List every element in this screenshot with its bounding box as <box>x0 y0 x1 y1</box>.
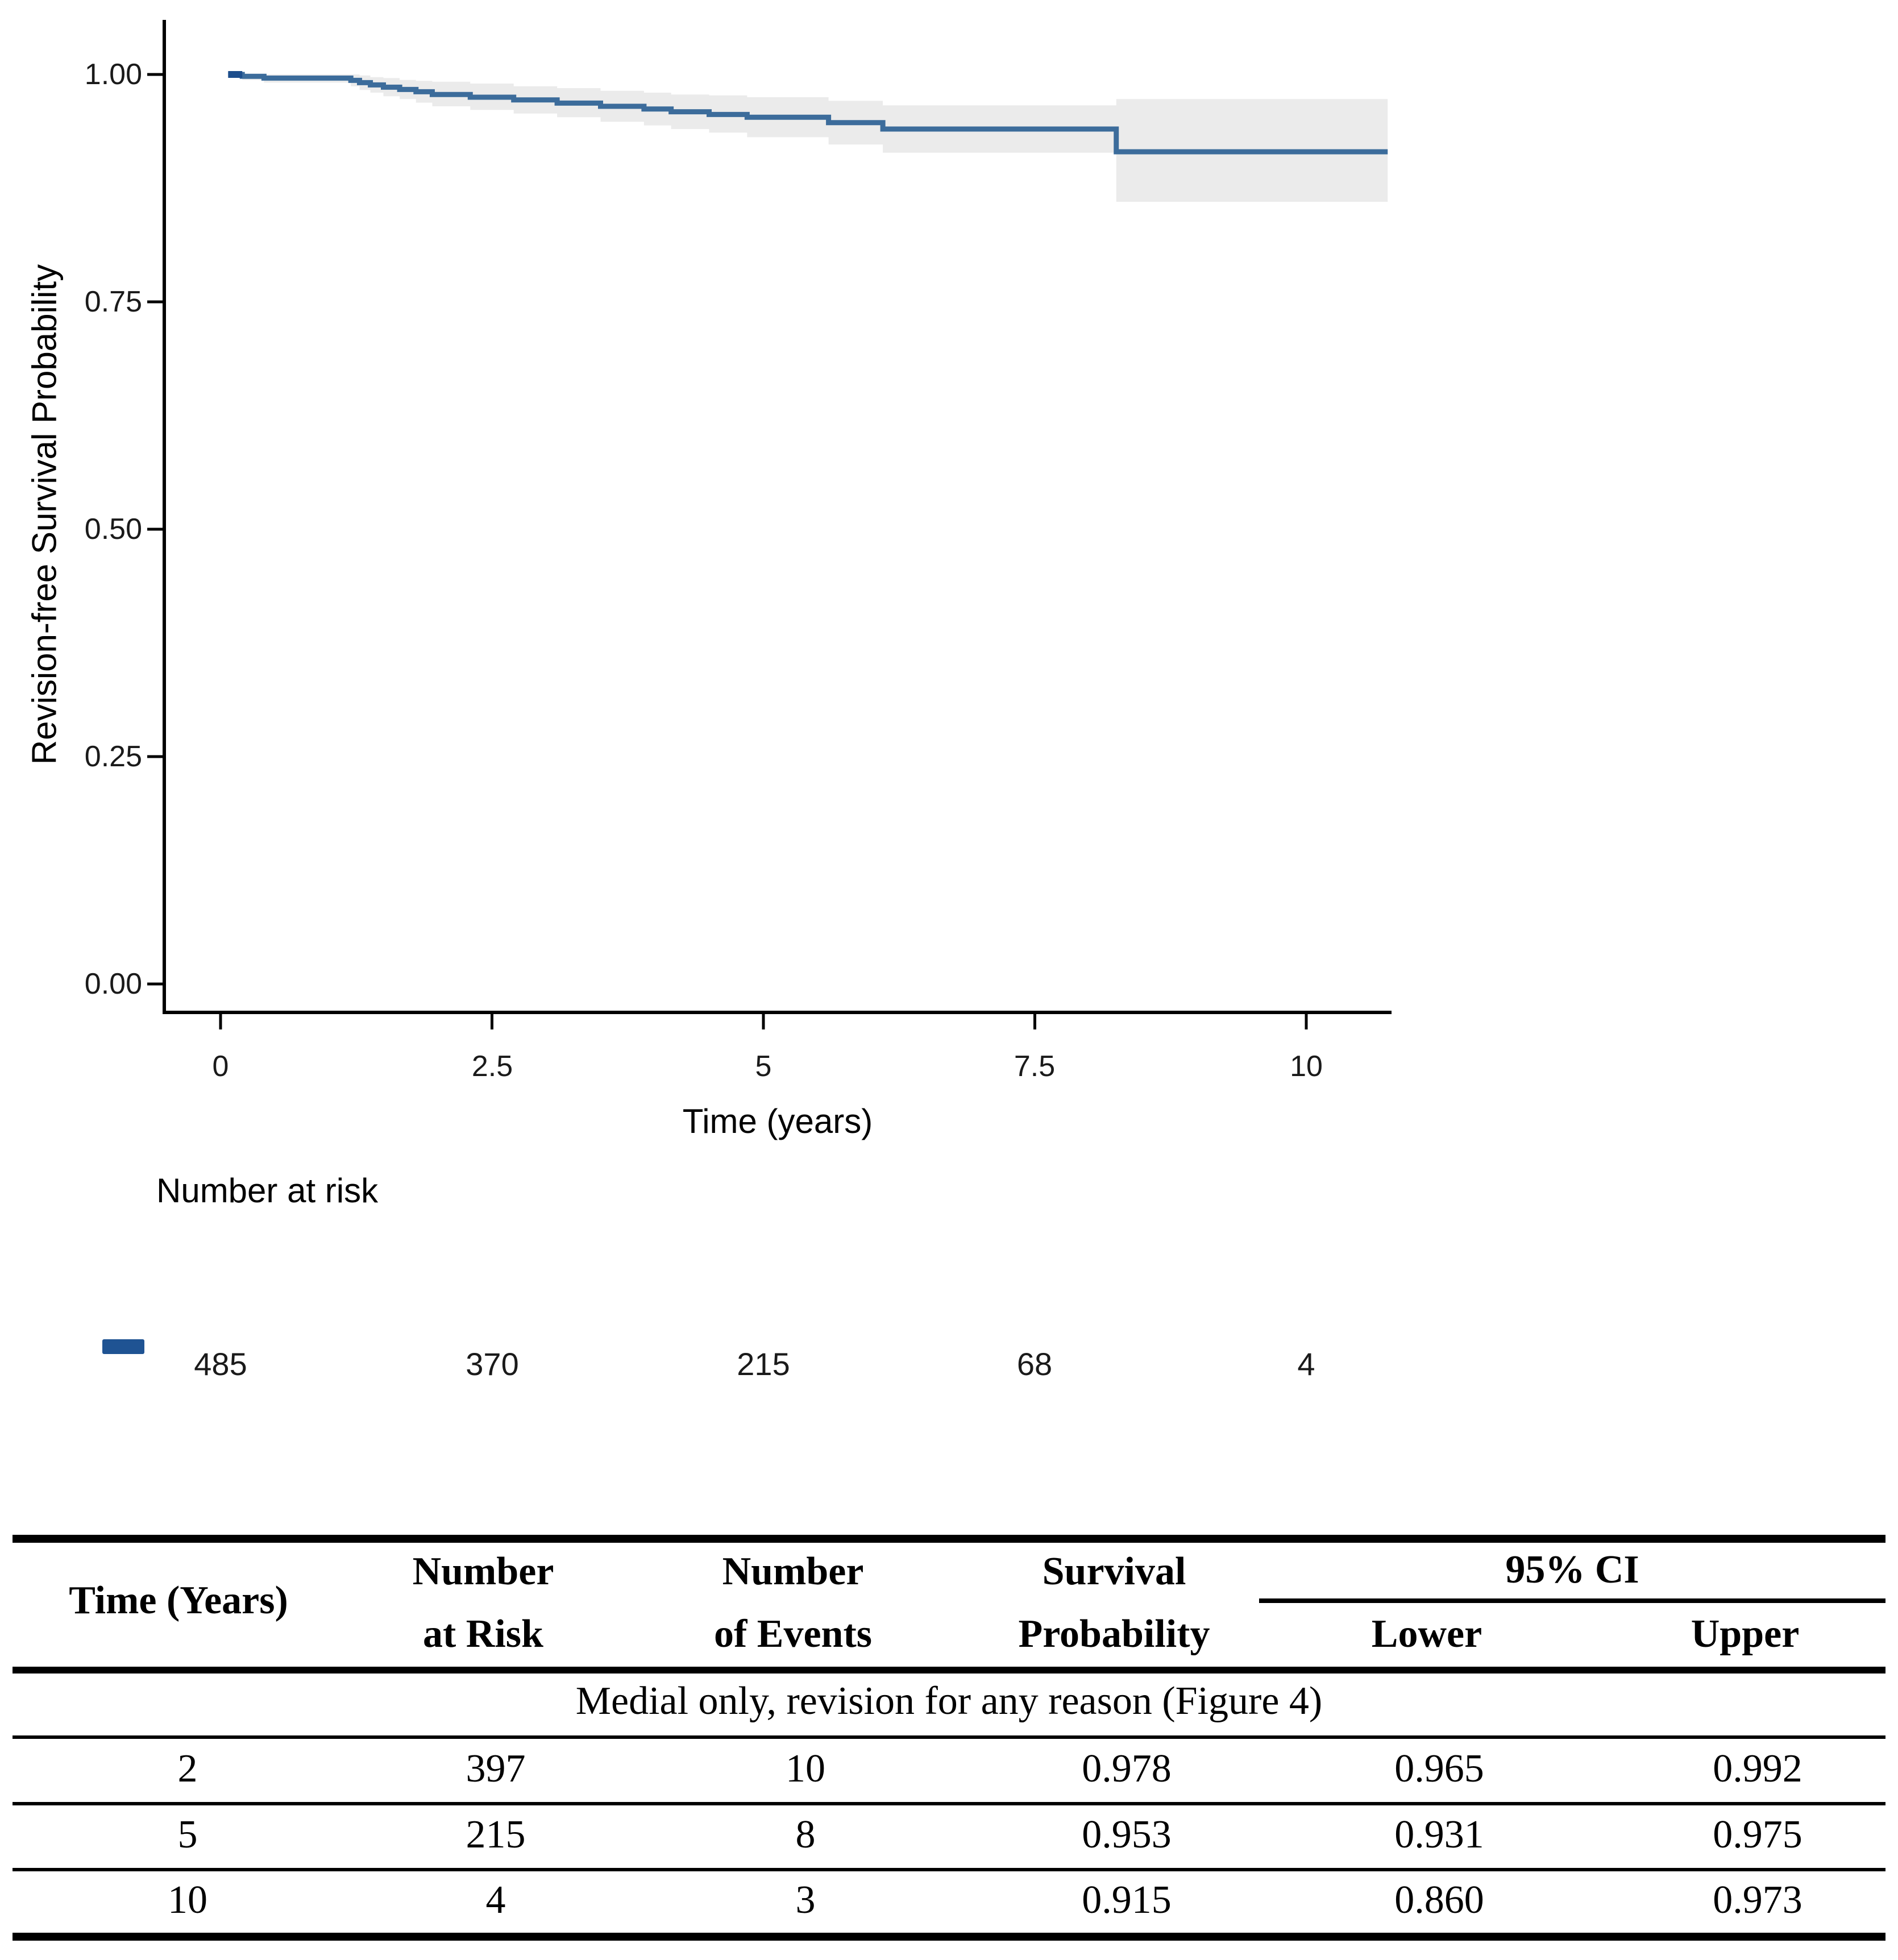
cell-time: 2 <box>177 1747 198 1791</box>
x-axis-title: Time (years) <box>682 1102 873 1140</box>
cell-time: 5 <box>177 1813 198 1857</box>
col-header-number-of-events: of Events <box>713 1612 873 1656</box>
cell-n-events: 8 <box>795 1813 816 1857</box>
y-tick-label-1.00: 1.00 <box>84 58 142 91</box>
cell-ci-lower: 0.965 <box>1394 1747 1484 1791</box>
table-header-rule <box>13 1667 1885 1674</box>
table-bottom-border <box>13 1933 1885 1941</box>
ci-header-underline <box>1259 1598 1885 1603</box>
cell-n-events: 3 <box>795 1878 816 1922</box>
cell-survival: 0.953 <box>1082 1813 1172 1857</box>
cell-n-risk: 215 <box>466 1813 526 1857</box>
ci-band-layer <box>228 74 1388 202</box>
y-axis-title: Revision-free Survival Probability <box>25 264 64 765</box>
table-row-rule <box>13 1735 1885 1739</box>
col-header-survival-probability: Probability <box>1018 1612 1210 1656</box>
y-tick-label-0.50: 0.50 <box>84 513 142 546</box>
risk-count-t7.5: 68 <box>1016 1346 1053 1382</box>
table-group-row: Medial only, revision for any reason (Fi… <box>575 1679 1323 1723</box>
survival-curve-layer <box>228 71 1388 155</box>
x-tick-label-7.5: 7.5 <box>1014 1050 1056 1083</box>
cell-n-risk: 4 <box>485 1878 506 1922</box>
col-header-number-of-events: Number <box>722 1550 864 1593</box>
cell-ci-upper: 0.973 <box>1713 1878 1803 1922</box>
col-header-number-at-risk: Number <box>412 1550 554 1593</box>
km-plot <box>147 20 1392 1029</box>
table-row-rule <box>13 1868 1885 1871</box>
col-header-time: Time (Years) <box>69 1579 288 1622</box>
table-row-rule <box>13 1802 1885 1805</box>
x-tick-label-5: 5 <box>755 1050 772 1083</box>
col-header-number-at-risk: at Risk <box>423 1612 543 1656</box>
x-tick-label-0: 0 <box>212 1050 229 1083</box>
cell-ci-upper: 0.975 <box>1713 1813 1803 1857</box>
cell-ci-upper: 0.992 <box>1713 1747 1803 1791</box>
number-at-risk-heading: Number at risk <box>156 1172 379 1210</box>
risk-count-t0: 485 <box>194 1346 247 1382</box>
risk-count-t10: 4 <box>1297 1346 1315 1382</box>
axes-layer <box>147 20 1392 1029</box>
cell-ci-lower: 0.931 <box>1394 1813 1484 1857</box>
cell-survival: 0.915 <box>1082 1878 1172 1922</box>
col-header-survival-probability: Survival <box>1042 1550 1186 1593</box>
risk-count-t2.5: 370 <box>466 1346 519 1382</box>
cell-time: 10 <box>168 1878 207 1922</box>
cell-n-events: 10 <box>786 1747 825 1791</box>
x-tick-label-10: 10 <box>1290 1050 1323 1083</box>
cell-n-risk: 397 <box>466 1747 526 1791</box>
col-header-95ci: 95% CI <box>1505 1548 1639 1592</box>
y-tick-label-0.75: 0.75 <box>84 285 142 318</box>
y-tick-label-0.25: 0.25 <box>84 740 142 773</box>
ci-band <box>228 74 1388 202</box>
y-tick-label-0.00: 0.00 <box>84 967 142 1000</box>
risk-count-t5: 215 <box>737 1346 790 1382</box>
table-top-border <box>13 1535 1885 1543</box>
survival-curve <box>228 72 1388 155</box>
cell-survival: 0.978 <box>1082 1747 1172 1791</box>
strata-legend-dash-icon <box>102 1339 144 1354</box>
x-tick-label-2.5: 2.5 <box>471 1050 513 1083</box>
col-header-ci-lower: Lower <box>1371 1612 1482 1656</box>
col-header-ci-upper: Upper <box>1691 1612 1800 1656</box>
cell-ci-lower: 0.860 <box>1394 1878 1484 1922</box>
survival-statistics-table: Time (Years) Number at Risk Number of Ev… <box>13 1535 1885 1941</box>
